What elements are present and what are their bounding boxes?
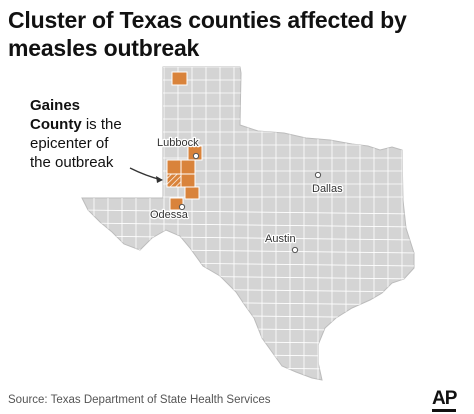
city-label-lubbock: Lubbock [157, 137, 199, 149]
source-note: Source: Texas Department of State Health… [8, 394, 271, 406]
county-border-line [82, 209, 414, 215]
county-border-line [82, 365, 414, 371]
affected-counties [166, 71, 203, 211]
county-border-line [82, 313, 414, 319]
city-dot-lubbock [192, 152, 200, 160]
county-border-line [82, 339, 414, 345]
annotation-county-word: County [30, 116, 82, 133]
county-border-line [82, 222, 414, 228]
annotation-line3: the outbreak [30, 154, 114, 171]
ap-logo: AP [432, 388, 457, 412]
annotation-county-name: Gaines [30, 97, 81, 114]
map-title: Cluster of Texas counties affected by me… [8, 7, 407, 61]
affected-county-2 [180, 159, 196, 175]
city-markers: Lubbock Dallas Odessa Austin [149, 136, 344, 254]
affected-county-gaines [166, 173, 182, 188]
county-border-line [82, 235, 414, 241]
city-dot-austin [291, 246, 299, 254]
affected-county-panhandle [171, 71, 188, 86]
city-dot-odessa [178, 203, 186, 211]
affected-county-3 [180, 173, 196, 188]
city-label-dallas: Dallas [312, 183, 343, 195]
city-label-odessa: Odessa [150, 209, 189, 221]
county-border-line [82, 326, 414, 332]
annotation-line2: epicenter of [30, 135, 109, 152]
annotation-line1: is the [81, 116, 122, 133]
county-border-line [82, 352, 414, 358]
city-dot-dallas [314, 171, 322, 179]
annotation-arrowhead [156, 176, 163, 183]
county-border-line [82, 378, 414, 380]
city-label-austin: Austin [265, 233, 296, 245]
gaines-annotation: Gaines County is the epicenter of the ou… [30, 96, 170, 172]
affected-county-4 [184, 186, 200, 200]
